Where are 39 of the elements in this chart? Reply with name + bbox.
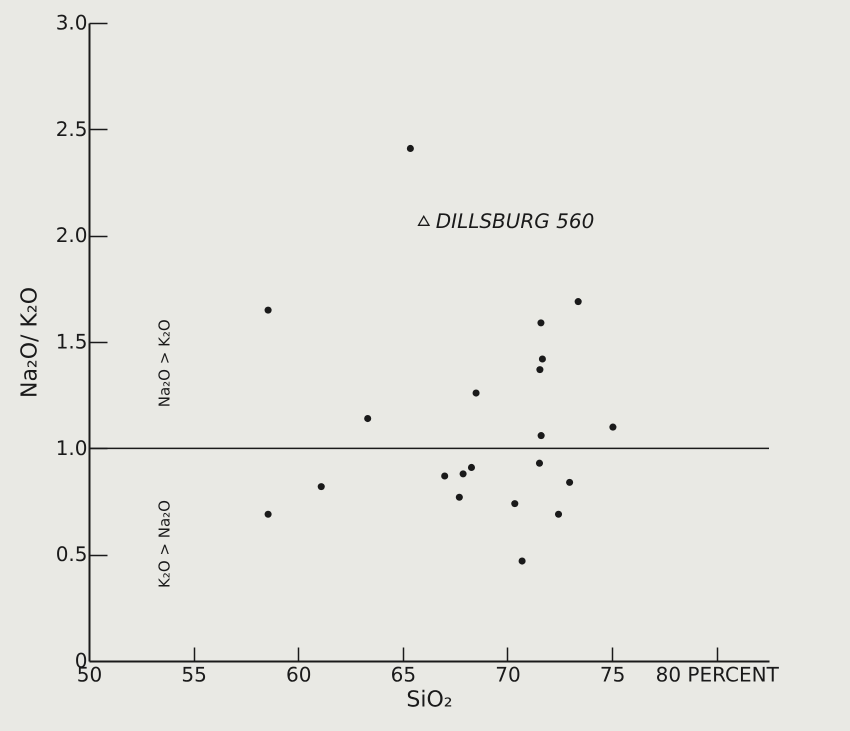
annotation: Na₂O > K₂O [155, 319, 174, 408]
point [574, 298, 582, 306]
point [460, 470, 467, 478]
point [472, 390, 480, 397]
point [468, 464, 476, 471]
point [364, 415, 372, 422]
x-tick-label: 80 PERCENT [656, 662, 780, 686]
point [536, 366, 544, 374]
point [536, 460, 544, 467]
point [538, 355, 546, 363]
point [456, 494, 463, 501]
x-tick-label: 70 [495, 662, 521, 686]
y-tick-label: 2.0 [56, 223, 88, 248]
point [318, 483, 325, 490]
point [441, 472, 448, 480]
y-tick-label: 2.5 [56, 116, 88, 141]
x-tick-label: 55 [181, 662, 207, 686]
y-tick-label: 1.0 [56, 436, 88, 460]
point [537, 319, 544, 326]
point [518, 558, 526, 565]
y-axis-title: Na₂O/ K₂O [18, 286, 43, 398]
point [554, 510, 562, 518]
point [511, 500, 518, 508]
point [418, 216, 430, 226]
y-tick-label: 0.5 [56, 542, 88, 566]
point [264, 306, 272, 314]
x-tick-label: 75 [600, 662, 626, 686]
point [566, 478, 574, 486]
x-tick-label: 60 [286, 662, 312, 686]
point [406, 144, 414, 152]
point [609, 424, 616, 431]
x-axis-title: SiO₂ [406, 688, 453, 712]
point [264, 510, 272, 518]
series-label: DILLSBURG 560 [436, 208, 594, 233]
annotation: K₂O > Na₂O [155, 500, 174, 588]
x-tick-label: 65 [390, 662, 416, 686]
point [538, 432, 545, 440]
y-tick-label: 3.0 [56, 10, 88, 34]
y-tick-label: 1.5 [56, 330, 88, 354]
